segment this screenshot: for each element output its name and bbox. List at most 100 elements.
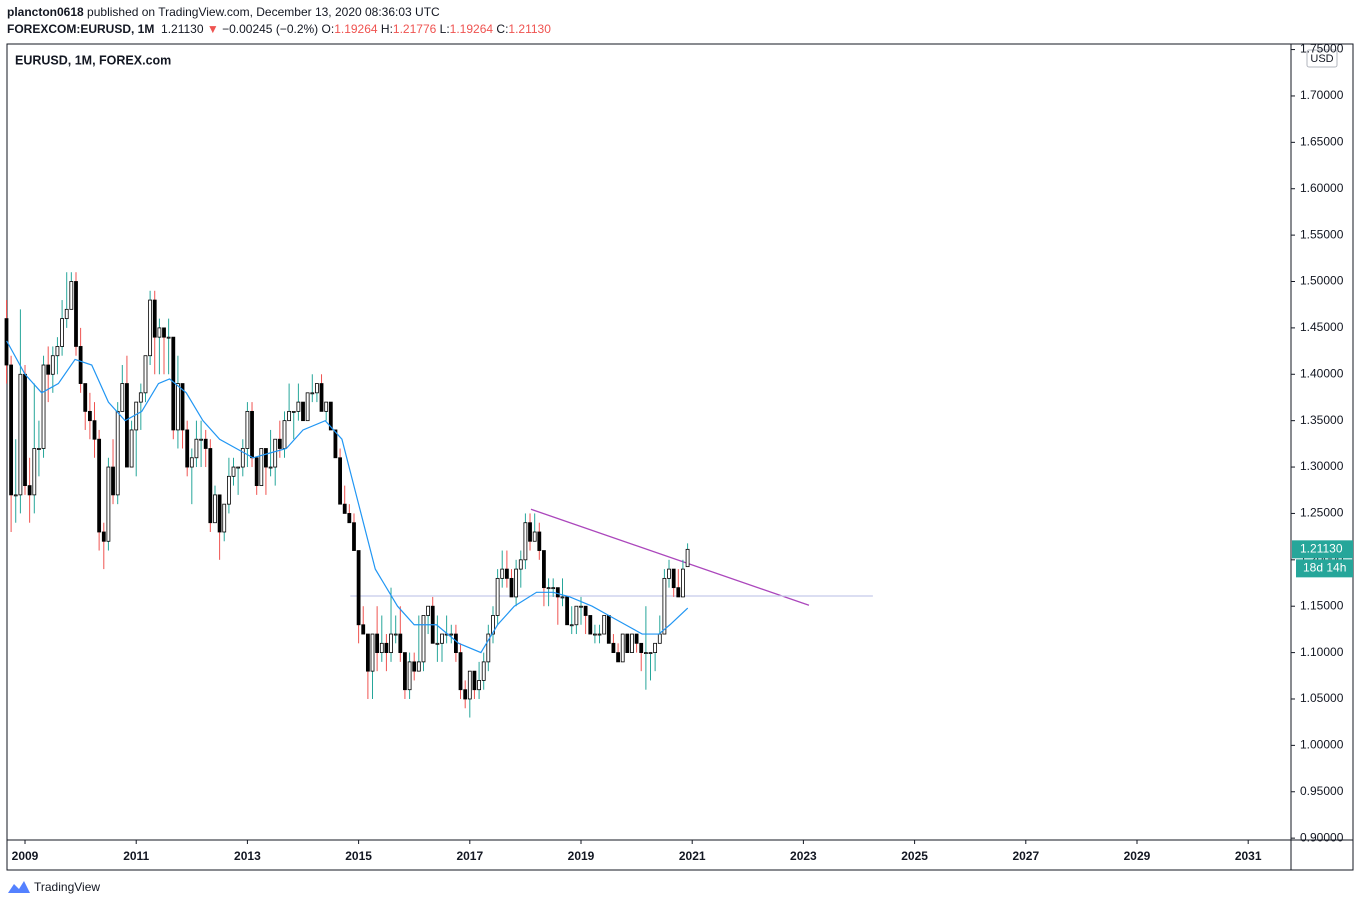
candle-body — [189, 457, 194, 468]
candle-body — [421, 615, 426, 663]
candle-body — [138, 392, 143, 403]
candle-body — [129, 429, 134, 468]
last: 1.21130 — [161, 22, 204, 36]
x-tick-label: 2027 — [1012, 849, 1039, 863]
candle-body — [111, 466, 115, 496]
candle-body — [333, 429, 338, 459]
chart-frame — [6, 43, 1354, 871]
last-price-box — [1292, 540, 1353, 559]
candle-body — [277, 438, 282, 449]
candle-body — [361, 624, 366, 635]
drawn-line — [530, 508, 810, 606]
candle-body — [37, 448, 41, 450]
x-tick-label: 2019 — [568, 849, 595, 863]
candle-body — [166, 336, 171, 339]
y-tick-label: 0.90000 — [1300, 830, 1344, 844]
candle-body — [588, 615, 593, 635]
candle-body — [106, 466, 111, 542]
candle-body — [87, 410, 92, 422]
candle-body — [375, 633, 380, 653]
candle-body — [458, 652, 463, 691]
x-tick-label: 2015 — [345, 849, 372, 863]
candle-body — [231, 466, 236, 477]
candle-body — [412, 661, 417, 672]
candle-body — [463, 689, 468, 700]
candle-body — [287, 410, 292, 422]
y-tick-label: 1.15000 — [1300, 598, 1344, 612]
candle-body — [180, 383, 185, 431]
countdown: 18d 14h — [1303, 561, 1346, 575]
candle-body — [407, 661, 412, 691]
candle-body — [78, 346, 83, 384]
candle-body — [273, 438, 278, 468]
candle-body — [226, 475, 231, 505]
candle-body — [671, 568, 676, 589]
c-label: C: — [496, 22, 509, 36]
candle-body — [467, 670, 472, 700]
candle-body — [542, 550, 546, 589]
l: 1.19264 — [449, 22, 494, 36]
candle-body — [217, 494, 222, 533]
candle-body — [389, 633, 393, 653]
candle-body — [46, 364, 51, 375]
candle-body — [657, 633, 662, 644]
candle-body — [560, 596, 565, 599]
candle-body — [509, 577, 514, 598]
candle-body — [199, 438, 203, 441]
candle-body — [616, 652, 620, 663]
logo — [8, 881, 30, 893]
candle-body — [634, 633, 639, 644]
o: 1.19264 — [334, 22, 378, 36]
candle-body — [152, 299, 157, 338]
candle-body — [50, 355, 55, 375]
h: 1.21776 — [392, 22, 437, 36]
y-tick-label: 1.75000 — [1300, 42, 1344, 56]
candle-body — [440, 633, 444, 644]
candle-body — [681, 568, 685, 598]
y-tick-label: 1.10000 — [1300, 645, 1344, 659]
y-tick-label: 1.55000 — [1300, 227, 1344, 241]
candle-body — [194, 438, 199, 459]
candle-body — [486, 633, 491, 663]
candle-body — [379, 642, 384, 653]
candle-body — [254, 457, 259, 487]
candle-body — [74, 281, 78, 347]
y-tick-label: 1.00000 — [1300, 738, 1344, 752]
y-tick-label: 1.60000 — [1300, 181, 1344, 195]
candle-body — [518, 559, 523, 570]
candle-body — [597, 633, 602, 636]
candle-body — [296, 401, 301, 412]
y-tick-label: 1.30000 — [1300, 459, 1344, 473]
countdown-box — [1296, 559, 1353, 578]
moving-average — [6, 340, 689, 654]
o-label: O: — [321, 22, 335, 36]
x-tick-label: 2025 — [901, 849, 928, 863]
y-tick-label: 1.65000 — [1300, 135, 1344, 149]
candle-body — [449, 633, 454, 636]
candle-body — [41, 364, 46, 449]
candle-body — [101, 531, 106, 542]
candle-body — [606, 615, 611, 644]
candle-body — [55, 346, 60, 357]
candle-body — [648, 652, 653, 654]
candle-body — [328, 401, 333, 431]
candle-body — [240, 448, 245, 468]
candle-body — [352, 522, 356, 551]
candle-body — [259, 448, 264, 487]
candle-body — [504, 568, 509, 579]
candle-body — [23, 373, 27, 487]
symbol: FOREXCOM:EURUSD, 1M — [7, 22, 155, 36]
candle-body — [611, 642, 616, 653]
candle-body — [393, 633, 398, 636]
y-tick-label: 1.50000 — [1300, 274, 1344, 288]
candle-body — [403, 652, 407, 691]
candle-body — [305, 392, 310, 422]
candle-body — [667, 568, 671, 579]
candle-body — [602, 615, 607, 635]
candle-body — [435, 642, 440, 645]
candle-body — [264, 448, 268, 468]
candle-body — [472, 670, 477, 691]
candle-body — [120, 383, 125, 412]
y-tick-label: 1.45000 — [1300, 320, 1344, 334]
